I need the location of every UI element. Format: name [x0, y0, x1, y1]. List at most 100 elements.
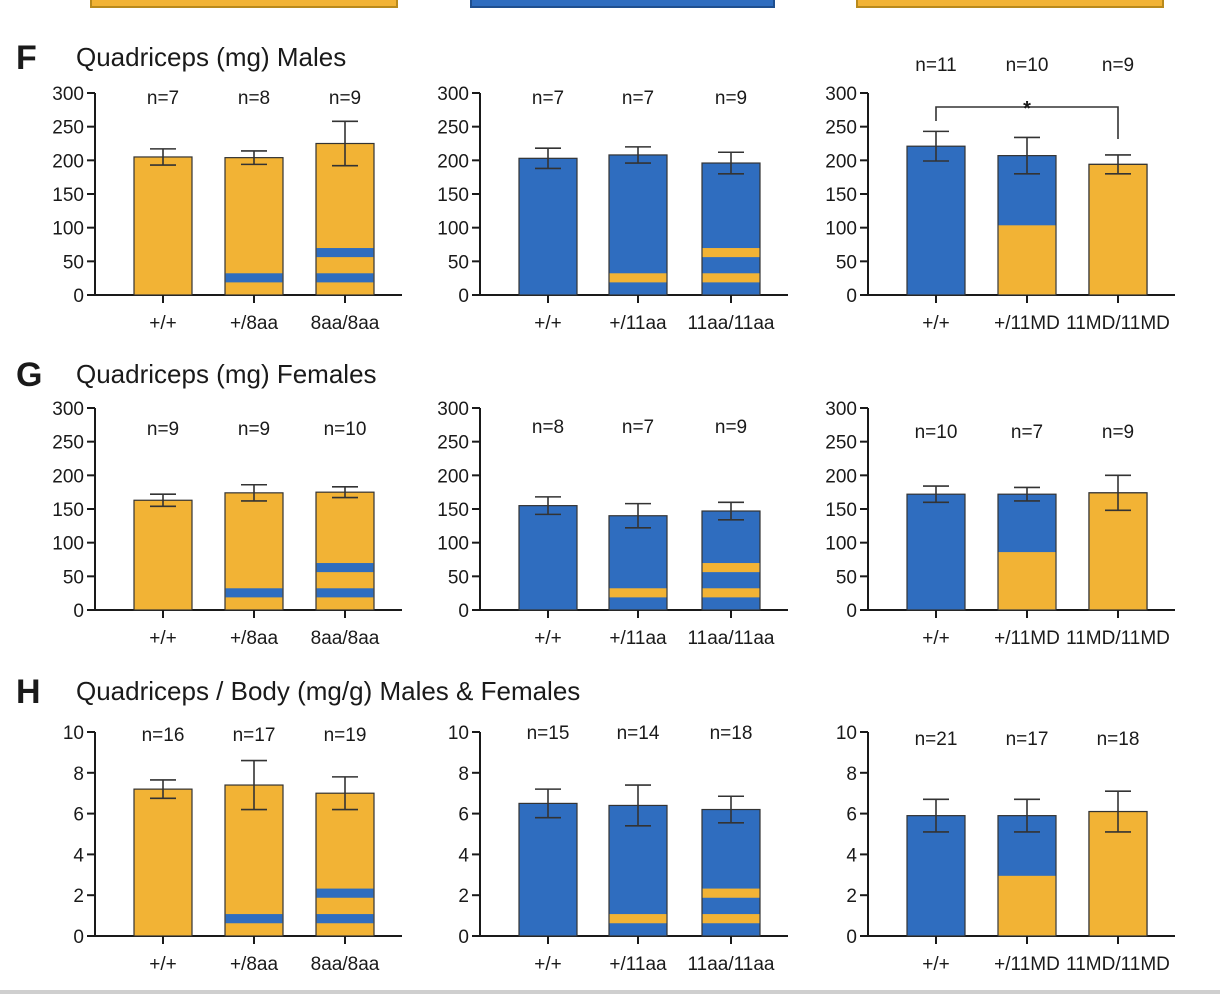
y-tick-label: 200 — [437, 151, 469, 172]
y-tick-label: 50 — [63, 252, 84, 273]
n-label: n=17 — [233, 725, 276, 746]
x-tick-label: +/+ — [534, 628, 561, 649]
bar — [906, 145, 966, 296]
y-tick-label: 100 — [825, 534, 857, 555]
y-tick-label: 50 — [448, 567, 469, 588]
y-tick-label: 100 — [52, 219, 84, 240]
y-tick-label: 150 — [437, 500, 469, 521]
panel-title: Quadriceps / Body (mg/g) Males & Females — [76, 676, 580, 706]
x-tick-label: +/11aa — [609, 954, 667, 975]
y-tick-label: 300 — [437, 84, 469, 105]
bar-stripe — [316, 248, 374, 258]
bar-overlay — [1088, 492, 1148, 611]
n-label: n=9 — [238, 419, 270, 440]
top-cutoff-strip-middle — [470, 0, 775, 8]
n-label: n=7 — [622, 417, 654, 438]
x-tick-label: 11MD/11MD — [1066, 628, 1170, 649]
n-label: n=17 — [1006, 729, 1049, 750]
x-tick-label: 11MD/11MD — [1066, 954, 1170, 975]
bar-stripe — [316, 563, 374, 573]
bar — [315, 142, 375, 296]
y-tick-label: 150 — [825, 500, 857, 521]
n-label: n=7 — [147, 88, 179, 109]
n-label: n=9 — [715, 88, 747, 109]
bar-stripe — [702, 914, 760, 924]
y-tick-label: 250 — [825, 433, 857, 454]
y-tick-label: 300 — [825, 84, 857, 105]
y-tick-label: 2 — [73, 886, 84, 907]
bar — [906, 815, 966, 937]
y-tick-label: 250 — [52, 118, 84, 139]
n-label: n=19 — [324, 725, 367, 746]
bar-stripe — [609, 914, 667, 924]
y-tick-label: 2 — [846, 886, 857, 907]
y-tick-label: 100 — [437, 534, 469, 555]
y-tick-label: 150 — [437, 185, 469, 206]
x-tick-label: +/+ — [149, 628, 176, 649]
y-tick-label: 8 — [846, 764, 857, 785]
y-tick-label: 300 — [437, 399, 469, 420]
y-tick-label: 6 — [846, 805, 857, 826]
bottom-rule — [0, 990, 1220, 994]
y-tick-label: 10 — [63, 723, 84, 744]
y-tick-label: 10 — [836, 723, 857, 744]
n-label: n=10 — [915, 422, 958, 443]
x-tick-label: +/11aa — [609, 313, 667, 334]
bar-stripe — [316, 888, 374, 898]
y-tick-label: 50 — [836, 567, 857, 588]
y-tick-label: 300 — [52, 399, 84, 420]
y-tick-label: 50 — [63, 567, 84, 588]
bar-overlay — [998, 225, 1056, 295]
y-tick-label: 200 — [825, 151, 857, 172]
bar — [133, 499, 193, 611]
bar-stripe — [702, 248, 760, 258]
y-tick-label: 4 — [73, 845, 84, 866]
n-label: n=18 — [1097, 729, 1140, 750]
y-tick-label: 200 — [437, 466, 469, 487]
y-tick-label: 50 — [448, 252, 469, 273]
n-label: n=14 — [617, 723, 660, 744]
y-tick-label: 6 — [458, 805, 469, 826]
n-label: n=8 — [238, 88, 270, 109]
x-tick-label: +/+ — [534, 954, 561, 975]
n-label: n=10 — [1006, 55, 1049, 76]
n-label: n=9 — [147, 419, 179, 440]
significance-bracket — [935, 106, 1119, 139]
y-tick-label: 6 — [73, 805, 84, 826]
n-label: n=9 — [1102, 422, 1134, 443]
top-cutoff-strip-left — [90, 0, 398, 8]
y-tick-label: 0 — [73, 927, 84, 948]
bar — [701, 162, 761, 296]
bar — [133, 788, 193, 937]
y-tick-label: 10 — [448, 723, 469, 744]
y-tick-label: 0 — [458, 927, 469, 948]
y-tick-label: 200 — [52, 466, 84, 487]
y-tick-label: 100 — [825, 219, 857, 240]
y-tick-label: 100 — [52, 534, 84, 555]
bar-stripe — [702, 588, 760, 598]
bar-stripe — [702, 888, 760, 898]
panel-title: Quadriceps (mg) Males — [76, 42, 346, 72]
x-tick-label: +/8aa — [230, 628, 279, 649]
x-tick-label: +/8aa — [230, 313, 279, 334]
x-tick-label: +/11MD — [994, 628, 1060, 649]
y-tick-label: 300 — [52, 84, 84, 105]
bar — [518, 802, 578, 937]
y-tick-label: 150 — [825, 185, 857, 206]
bar — [315, 792, 375, 937]
y-tick-label: 4 — [846, 845, 857, 866]
n-label: n=11 — [915, 55, 956, 76]
significance-star: * — [1023, 98, 1031, 120]
x-tick-label: 11aa/11aa — [688, 628, 775, 649]
bar-stripe — [316, 914, 374, 924]
n-label: n=7 — [622, 88, 654, 109]
y-tick-label: 0 — [458, 601, 469, 622]
bar — [518, 505, 578, 611]
bar-overlay — [1088, 163, 1148, 296]
y-tick-label: 250 — [437, 118, 469, 139]
panel-title: Quadriceps (mg) Females — [76, 359, 377, 389]
y-tick-label: 150 — [52, 185, 84, 206]
x-tick-label: 8aa/8aa — [311, 954, 380, 975]
bar-stripe — [225, 914, 283, 924]
bar-stripe — [225, 273, 283, 283]
